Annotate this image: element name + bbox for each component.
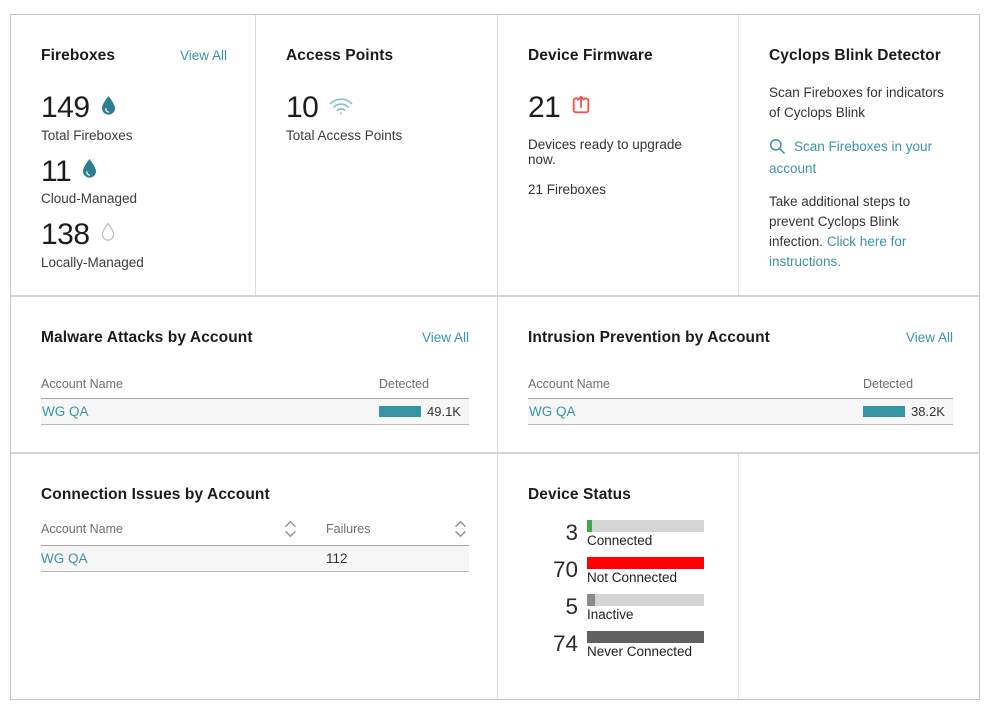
malware-table-row: WG QA 49.1K [41,399,469,425]
device-status-list: 3 Connected 70 Not Connected 5 [528,520,710,659]
intrusion-account-link[interactable]: WG QA [529,404,576,419]
connection-table-header: Account Name Failures [41,520,469,546]
intrusion-col-detected: Detected [863,377,914,391]
stat-cloud-managed: 11 Cloud-Managed [41,154,227,206]
card-device-firmware: Device Firmware 21 Devices ready to upgr… [498,15,739,295]
malware-col-detected: Detected [379,377,430,391]
connection-col-failures: Failures [326,522,371,536]
intrusion-col-account: Account Name [528,377,610,391]
locally-managed-value: 138 [41,218,90,251]
total-access-points-value: 10 [286,91,319,124]
not-connected-count: 70 [552,557,578,582]
status-inactive: 5 Inactive [528,594,710,622]
firmware-detail: 21 Fireboxes [528,181,607,197]
flame-icon [100,95,117,121]
connection-failures-value: 112 [326,551,348,566]
connection-table: Account Name Failures WG QA 112 [41,520,469,572]
stat-firmware-upgrades: 21 [528,92,710,124]
card-access-points: Access Points 10 Total Access Points [256,15,498,295]
intrusion-title: Intrusion Prevention by Account [528,329,770,346]
intrusion-table: Account Name Detected WG QA 38.2K [528,377,953,425]
never-connected-bar [587,631,704,643]
locally-managed-label: Locally-Managed [41,254,144,270]
cyclops-title: Cyclops Blink Detector [769,47,941,64]
dashboard: Fireboxes View All 149 Total Fireboxes 1… [10,14,980,700]
malware-account-link[interactable]: WG QA [42,404,89,419]
total-access-points-label: Total Access Points [286,127,403,143]
malware-bar [379,406,421,417]
total-fireboxes-value: 149 [41,91,90,124]
cyclops-note: Take additional steps to prevent Cyclops… [769,192,953,272]
never-connected-count: 74 [552,631,578,656]
cloud-managed-value: 11 [41,154,72,188]
wifi-icon [328,95,354,121]
cloud-managed-label: Cloud-Managed [41,191,138,206]
device-firmware-title: Device Firmware [528,47,653,64]
upgrade-icon [570,94,592,121]
connection-col-account: Account Name [41,522,123,536]
card-device-status: Device Status 3 Connected 70 Not Connect… [498,454,739,699]
not-connected-bar [587,557,704,569]
sort-account-icon[interactable] [284,520,297,538]
inactive-count: 5 [565,594,578,619]
status-not-connected: 70 Not Connected [528,557,710,585]
total-fireboxes-label: Total Fireboxes [41,127,133,143]
firmware-upgrade-count: 21 [528,91,561,124]
connected-bar [587,520,704,532]
stat-total-access-points: 10 Total Access Points [286,92,469,143]
malware-table-header: Account Name Detected [41,377,469,399]
instructions-link[interactable]: Click here for instructions. [769,234,907,270]
malware-title: Malware Attacks by Account [41,329,253,346]
card-intrusion-prevention: Intrusion Prevention by Account View All… [498,297,981,452]
access-points-title: Access Points [286,47,394,64]
stat-locally-managed: 138 Locally-Managed [41,219,227,270]
not-connected-label: Not Connected [587,570,678,585]
card-cyclops-blink: Cyclops Blink Detector Scan Fireboxes fo… [739,15,981,295]
intrusion-detected-value: 38.2K [911,404,945,419]
status-row: Connection Issues by Account Account Nam… [11,454,979,699]
never-connected-label: Never Connected [587,644,693,659]
flame-icon [81,158,98,184]
status-connected: 3 Connected [528,520,710,548]
card-fireboxes: Fireboxes View All 149 Total Fireboxes 1… [11,15,256,295]
sort-failures-icon[interactable] [454,520,467,538]
cyclops-note-text: Take additional steps to prevent Cyclops… [769,194,911,250]
device-status-title: Device Status [528,486,631,503]
connected-count: 3 [565,520,578,545]
fireboxes-view-all-link[interactable]: View All [179,48,227,63]
intrusion-table-row: WG QA 38.2K [528,399,953,425]
flame-outline-icon [100,222,116,247]
connection-table-row: WG QA 112 [41,546,469,572]
malware-view-all-link[interactable]: View All [421,330,469,345]
inactive-bar [587,594,704,606]
cyclops-description: Scan Fireboxes for indicators of Cyclops… [769,85,944,120]
intrusion-table-header: Account Name Detected [528,377,953,399]
summary-row: Fireboxes View All 149 Total Fireboxes 1… [11,15,979,297]
malware-table: Account Name Detected WG QA 49.1K [41,377,469,425]
connected-label: Connected [587,533,653,548]
malware-detected-value: 49.1K [427,404,461,419]
connection-title: Connection Issues by Account [41,486,270,503]
stat-total-fireboxes: 149 Total Fireboxes [41,92,227,143]
scan-fireboxes-link-label: Scan Fireboxes in your account [769,138,933,176]
status-never-connected: 74 Never Connected [528,631,710,659]
card-connection-issues: Connection Issues by Account Account Nam… [11,454,498,699]
threats-row: Malware Attacks by Account View All Acco… [11,297,979,454]
malware-col-account: Account Name [41,377,123,391]
empty-cell [739,454,981,699]
intrusion-bar [863,406,905,417]
card-malware-attacks: Malware Attacks by Account View All Acco… [11,297,498,452]
fireboxes-title: Fireboxes [41,47,116,64]
scan-fireboxes-link[interactable]: Scan Fireboxes in your account [769,136,953,179]
connection-account-link[interactable]: WG QA [41,551,88,566]
search-icon [769,138,785,154]
intrusion-view-all-link[interactable]: View All [905,330,953,345]
firmware-message: Devices ready to upgrade now. [528,136,682,167]
inactive-label: Inactive [587,607,634,622]
